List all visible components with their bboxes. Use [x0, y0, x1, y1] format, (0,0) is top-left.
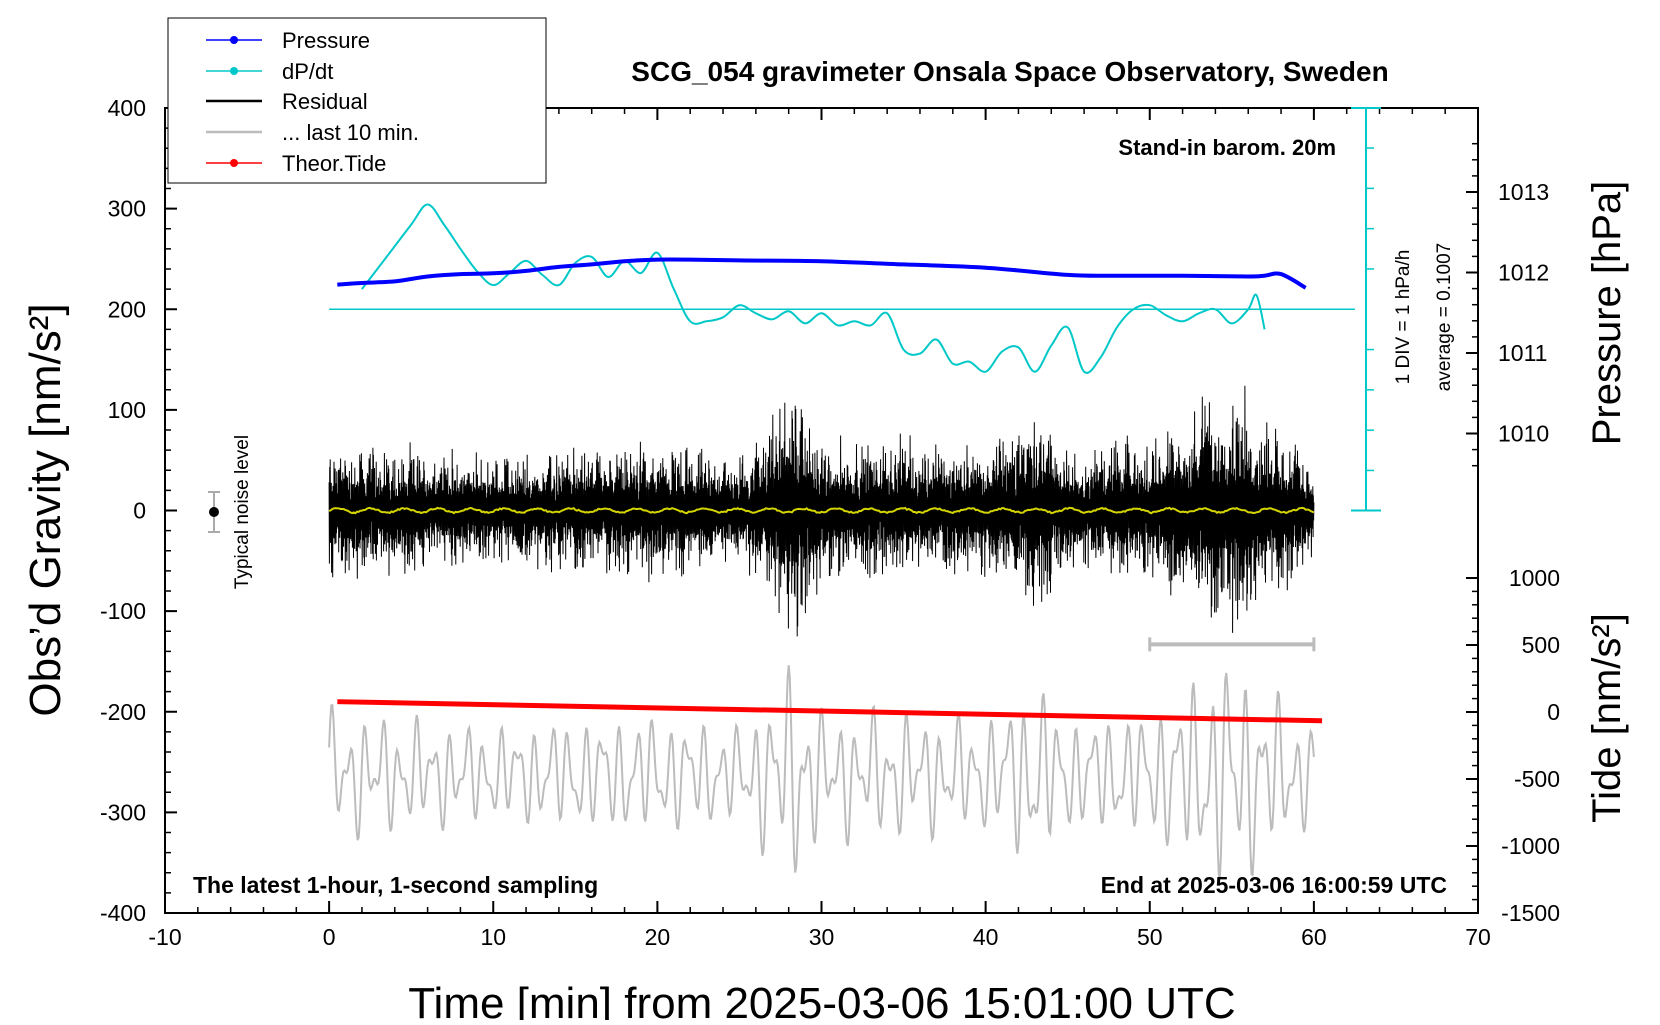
- residual-mean-trace: [328, 506, 1315, 515]
- annotation-end: End at 2025-03-06 16:00:59 UTC: [1101, 872, 1447, 898]
- y-tick-label: 400: [108, 95, 146, 121]
- annotation-noise: Typical noise level: [232, 435, 253, 589]
- y-tick-label: -100: [100, 598, 146, 624]
- y-axis-title: Obs’d Gravity [nm/s²]: [21, 303, 70, 716]
- pressure-axis-title: Pressure [hPa]: [1585, 181, 1629, 446]
- y-tick-label: 0: [133, 498, 146, 524]
- legend-label: ... last 10 min.: [282, 120, 419, 145]
- tide-tick-label: -1000: [1501, 833, 1560, 859]
- annotation-average: average = 0.1007: [1434, 243, 1455, 391]
- dpdt-trace: [361, 203, 1266, 374]
- tide-tick-label: 0: [1547, 699, 1560, 725]
- pressure-trace: [337, 257, 1307, 290]
- legend-item-residual: Residual: [206, 89, 368, 114]
- dpdt-scale: [1351, 107, 1381, 512]
- y-tick-label: -300: [100, 799, 146, 825]
- annotation-stand-in: Stand-in barom. 20m: [1118, 135, 1336, 160]
- x-tick-label: -10: [148, 924, 181, 950]
- tide-tick-label: -1500: [1501, 900, 1560, 926]
- x-axis-title: Time [min] from 2025-03-06 15:01:00 UTC: [408, 979, 1235, 1020]
- tick-labels: -10 0 10 20 30 40 50 60 704003002001000-100-200-…: [100, 95, 1560, 950]
- tide-tick-label: 1000: [1509, 565, 1560, 591]
- pressure-tick-label: 1013: [1498, 179, 1549, 205]
- legend-item-pressure: Pressure: [206, 28, 370, 53]
- legend-item-dpdt: dP/dt: [206, 59, 333, 84]
- legend-label: dP/dt: [282, 59, 333, 84]
- x-tick-label: 70: [1465, 924, 1491, 950]
- legend-item-last10: ... last 10 min.: [206, 120, 419, 145]
- y-tick-label: -400: [100, 900, 146, 926]
- y-tick-label: 100: [108, 397, 146, 423]
- residual-trace: [328, 385, 1315, 637]
- pressure-tick-label: 1012: [1498, 260, 1549, 286]
- x-tick-label: 40: [973, 924, 999, 950]
- x-tick-label: 0: [323, 924, 336, 950]
- x-tick-label: 30: [809, 924, 835, 950]
- x-tick-label: 60: [1301, 924, 1327, 950]
- x-tick-label: 20: [645, 924, 671, 950]
- x-tick-label: 50: [1137, 924, 1163, 950]
- y-tick-label: -200: [100, 699, 146, 725]
- annotation-div: 1 DIV = 1 hPa/h: [1393, 250, 1414, 385]
- legend-item-tide: Theor.Tide: [206, 151, 386, 176]
- pressure-tick-label: 1010: [1498, 421, 1549, 447]
- legend-label: Theor.Tide: [282, 151, 386, 176]
- series-group: [328, 203, 1355, 879]
- legend: Pressure dP/dt Residual ... last 10 min.…: [167, 17, 547, 184]
- last-10-min-trace: [328, 665, 1315, 879]
- legend-label: Pressure: [282, 28, 370, 53]
- legend-label: Residual: [282, 89, 368, 114]
- tide-axis-title: Tide [nm/s²]: [1585, 613, 1629, 823]
- pressure-tick-label: 1011: [1498, 340, 1547, 366]
- chart-title: SCG_054 gravimeter Onsala Space Observat…: [631, 56, 1388, 87]
- noise-level-bar: [208, 491, 220, 533]
- y-tick-label: 300: [108, 196, 146, 222]
- tide-tick-label: 500: [1522, 632, 1560, 658]
- annotation-latest: The latest 1-hour, 1-second sampling: [193, 872, 598, 898]
- tide-tick-label: -500: [1514, 766, 1560, 792]
- x-tick-label: 10: [480, 924, 506, 950]
- y-tick-label: 200: [108, 296, 146, 322]
- tide-trace: [337, 699, 1323, 724]
